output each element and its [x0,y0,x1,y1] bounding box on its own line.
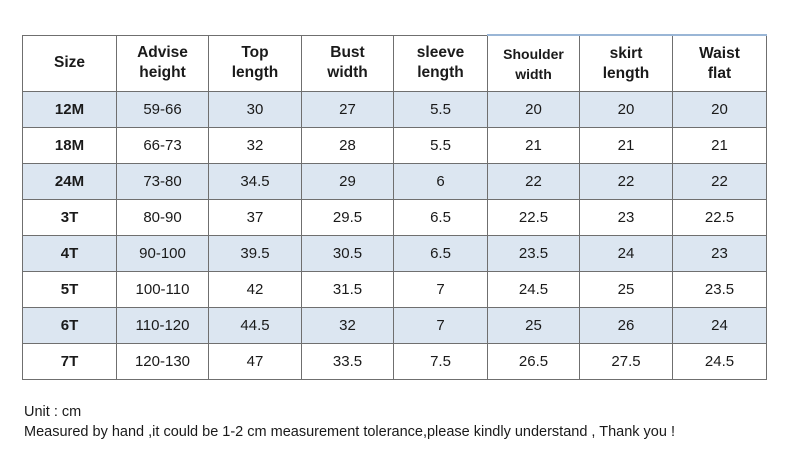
table-cell: 47 [208,343,302,380]
table-cell: 44.5 [208,307,302,344]
size-cell: 24M [22,163,117,200]
table-cell: 33.5 [301,343,394,380]
table-cell: 23 [672,235,767,272]
table-cell: 80-90 [116,199,209,236]
table-cell: 29.5 [301,199,394,236]
table-cell: 73-80 [116,163,209,200]
table-cell: 7 [393,307,488,344]
table-cell: 22 [672,163,767,200]
table-row: 12M 59-66 30 27 5.5 20 20 20 [22,91,767,128]
table-cell: 5.5 [393,127,488,164]
table-cell: 24 [579,235,673,272]
header-size: Size [22,34,117,92]
table-cell: 22 [579,163,673,200]
table-cell: 120-130 [116,343,209,380]
table-cell: 110-120 [116,307,209,344]
table-cell: 6 [393,163,488,200]
table-cell: 42 [208,271,302,308]
table-cell: 23.5 [487,235,580,272]
table-cell: 21 [672,127,767,164]
header-skirt-length: skirt length [579,34,673,92]
table-cell: 21 [487,127,580,164]
table-cell: 100-110 [116,271,209,308]
notes: Unit : cm Measured by hand ,it could be … [24,402,675,442]
table-cell: 34.5 [208,163,302,200]
size-cell: 4T [22,235,117,272]
table-cell: 59-66 [116,91,209,128]
table-cell: 20 [487,91,580,128]
table-row: 3T 80-90 37 29.5 6.5 22.5 23 22.5 [22,199,767,236]
size-cell: 6T [22,307,117,344]
size-cell: 5T [22,271,117,308]
header-waist-flat: Waist flat [672,34,767,92]
header-bust-width: Bust width [301,34,394,92]
table-cell: 39.5 [208,235,302,272]
table-cell: 25 [487,307,580,344]
table-cell: 66-73 [116,127,209,164]
table-row: 5T 100-110 42 31.5 7 24.5 25 23.5 [22,271,767,308]
table-cell: 25 [579,271,673,308]
table-row: 6T 110-120 44.5 32 7 25 26 24 [22,307,767,344]
table-cell: 30 [208,91,302,128]
table-cell: 7 [393,271,488,308]
table-cell: 27 [301,91,394,128]
table-cell: 7.5 [393,343,488,380]
header-row: Size Advise height Top length Bust width sl… [22,34,767,92]
table-cell: 28 [301,127,394,164]
table-body: 12M 59-66 30 27 5.5 20 20 20 18M 66-73 32 28 5.5 21 21… [22,91,767,380]
table-cell: 23 [579,199,673,236]
table-cell: 21 [579,127,673,164]
table-cell: 90-100 [116,235,209,272]
table-row: 4T 90-100 39.5 30.5 6.5 23.5 24 23 [22,235,767,272]
table-cell: 37 [208,199,302,236]
table-row: 18M 66-73 32 28 5.5 21 21 21 [22,127,767,164]
table-cell: 20 [672,91,767,128]
table-cell: 32 [208,127,302,164]
table-cell: 5.5 [393,91,488,128]
table-cell: 26 [579,307,673,344]
table-cell: 27.5 [579,343,673,380]
table-cell: 29 [301,163,394,200]
header-advise-height: Advise height [116,34,209,92]
table-row: 24M 73-80 34.5 29 6 22 22 22 [22,163,767,200]
table-cell: 30.5 [301,235,394,272]
table-cell: 6.5 [393,235,488,272]
table-header: Size Advise height Top length Bust width sl… [22,34,767,92]
header-shoulder-width: Shoulder width [487,34,580,92]
table-cell: 24.5 [672,343,767,380]
table-cell: 31.5 [301,271,394,308]
size-cell: 12M [22,91,117,128]
header-top-length: Top length [208,34,302,92]
size-chart-table: Size Advise height Top length Bust width sl… [22,34,767,380]
size-cell: 7T [22,343,117,380]
table-cell: 26.5 [487,343,580,380]
table-cell: 22.5 [487,199,580,236]
table-cell: 32 [301,307,394,344]
table-cell: 23.5 [672,271,767,308]
tolerance-note: Measured by hand ,it could be 1-2 cm mea… [24,424,675,440]
table-cell: 22 [487,163,580,200]
table-cell: 6.5 [393,199,488,236]
table-cell: 22.5 [672,199,767,236]
table-cell: 24 [672,307,767,344]
table-cell: 24.5 [487,271,580,308]
table-row: 7T 120-130 47 33.5 7.5 26.5 27.5 24.5 [22,343,767,380]
size-cell: 18M [22,127,117,164]
unit-note: Unit : cm [24,404,82,420]
header-sleeve-length: sleeve length [393,34,488,92]
size-cell: 3T [22,199,117,236]
table-cell: 20 [579,91,673,128]
